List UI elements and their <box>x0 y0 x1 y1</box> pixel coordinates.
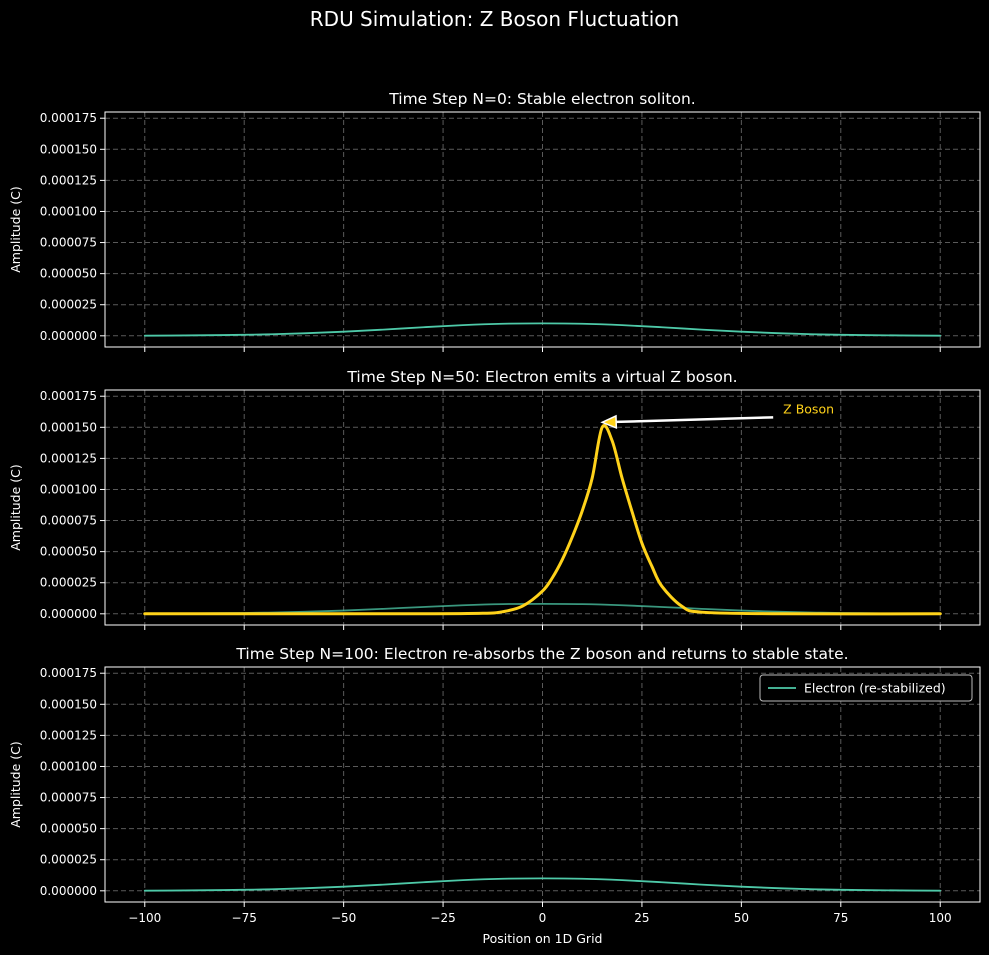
panels: Time Step N=0: Stable electron soliton. 0… <box>8 90 981 946</box>
figure-suptitle: RDU Simulation: Z Boson Fluctuation <box>310 7 679 31</box>
y-tick-label: 0.000025 <box>40 853 97 867</box>
z-boson-series-line <box>143 424 942 616</box>
panel-1: Time Step N=0: Stable electron soliton. 0… <box>8 90 981 352</box>
y-tick-label: 0.000175 <box>40 389 97 403</box>
x-tick-label: 75 <box>833 911 848 925</box>
y-tick-label: 0.000050 <box>40 267 97 281</box>
panel-title: Time Step N=0: Stable electron soliton. <box>388 90 695 108</box>
y-tick-label: 0.000125 <box>40 173 97 187</box>
y-axis-label: Amplitude (C) <box>8 186 23 273</box>
x-tick-label: −100 <box>128 911 161 925</box>
y-tick-label: 0.000175 <box>40 111 97 125</box>
panel-3: Time Step N=100: Electron re-absorbs the… <box>8 645 981 946</box>
y-tick-label: 0.000075 <box>40 514 97 528</box>
panel-2: Time Step N=50: Electron emits a virtual… <box>8 368 981 630</box>
y-tick-label: 0.000150 <box>40 420 97 434</box>
y-axis-label: Amplitude (C) <box>8 741 23 828</box>
annotation-label: Z Boson <box>783 401 834 416</box>
y-tick-label: 0.000025 <box>40 298 97 312</box>
y-tick-label: 0.000150 <box>40 142 97 156</box>
electron-series-line <box>143 322 942 337</box>
y-tick-label: 0.000150 <box>40 697 97 711</box>
y-tick-label: 0.000125 <box>40 451 97 465</box>
y-tick-label: 0.000000 <box>40 607 97 621</box>
legend-box <box>759 674 973 702</box>
x-tick-label: −75 <box>232 911 257 925</box>
y-tick-label: 0.000100 <box>40 759 97 773</box>
annotation-arrow-head <box>600 414 618 430</box>
y-tick-label: 0.000100 <box>40 482 97 496</box>
y-tick-label: 0.000125 <box>40 728 97 742</box>
legend-label: Electron (re-stabilized) <box>804 681 946 696</box>
x-tick-label: −50 <box>331 911 356 925</box>
x-axis-label: Position on 1D Grid <box>483 931 603 946</box>
y-tick-label: 0.000175 <box>40 666 97 680</box>
x-tick-label: 50 <box>734 911 749 925</box>
annotation-arrow-shaft <box>616 416 774 424</box>
y-tick-label: 0.000100 <box>40 204 97 218</box>
x-tick-label: 0 <box>539 911 547 925</box>
panel-title: Time Step N=100: Electron re-absorbs the… <box>235 645 848 663</box>
y-tick-label: 0.000000 <box>40 329 97 343</box>
x-tick-label: 100 <box>929 911 952 925</box>
y-tick-label: 0.000075 <box>40 236 97 250</box>
y-tick-label: 0.000075 <box>40 791 97 805</box>
y-tick-label: 0.000025 <box>40 576 97 590</box>
y-tick-label: 0.000050 <box>40 822 97 836</box>
y-tick-label: 0.000050 <box>40 545 97 559</box>
y-axis-label: Amplitude (C) <box>8 464 23 551</box>
electron-series-line <box>143 877 942 892</box>
x-tick-label: 25 <box>634 911 649 925</box>
y-tick-label: 0.000000 <box>40 884 97 898</box>
x-tick-label: −25 <box>430 911 455 925</box>
panel-title: Time Step N=50: Electron emits a virtual… <box>346 368 737 386</box>
